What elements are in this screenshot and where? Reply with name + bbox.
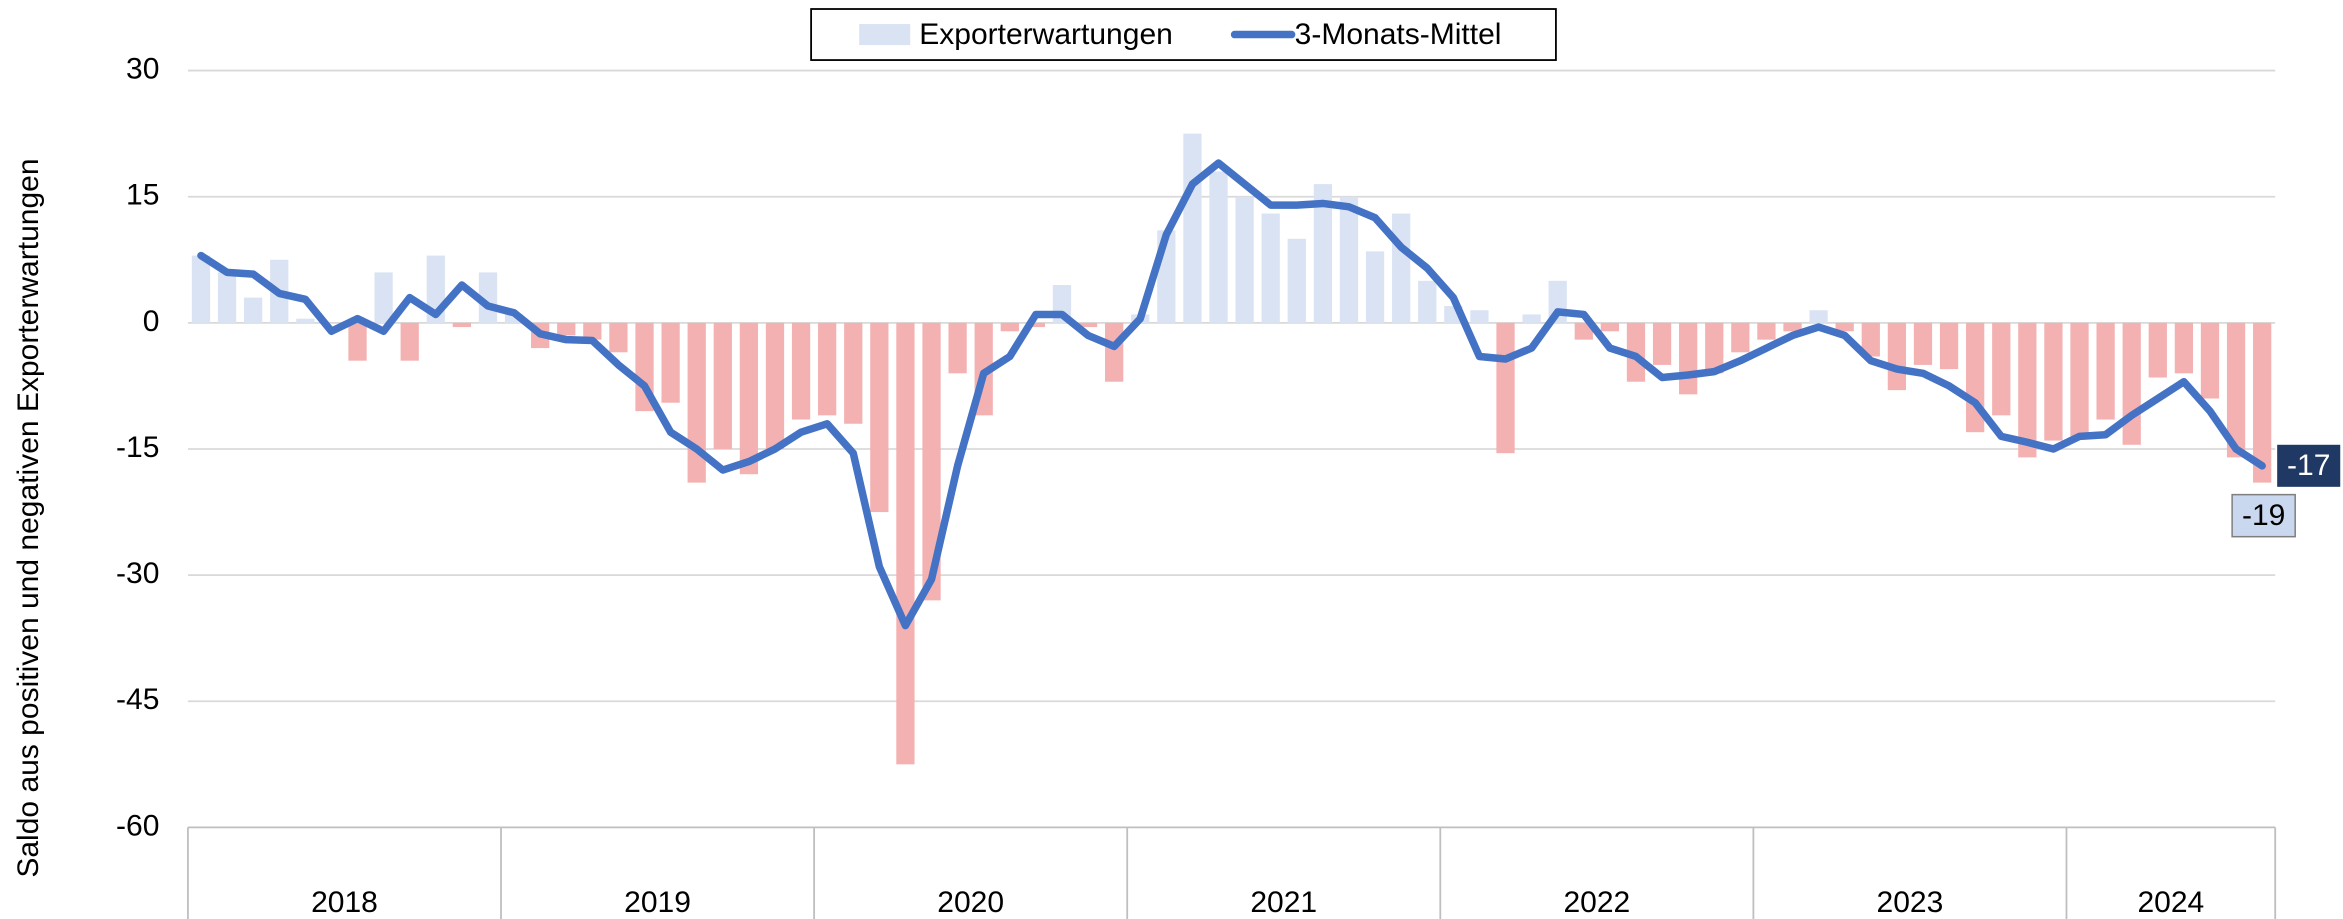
bar	[1000, 322, 1019, 332]
bar	[1679, 322, 1698, 395]
bar	[2148, 322, 2167, 378]
bar	[1365, 251, 1385, 323]
x-group-label: 2020	[937, 886, 1004, 919]
bar	[452, 322, 472, 328]
bar	[244, 297, 263, 323]
bar	[1026, 322, 1046, 328]
value-label-box	[2277, 444, 2341, 487]
bar	[1392, 213, 1411, 323]
bar	[557, 322, 576, 336]
x-group-label: 2022	[1563, 886, 1630, 919]
bar	[2253, 322, 2272, 483]
y-tick-label: -30	[116, 557, 159, 590]
legend-label: Exporterwartungen	[919, 18, 1173, 51]
bar	[818, 322, 837, 416]
x-group-label: 2024	[2137, 886, 2204, 919]
bar	[1261, 213, 1280, 323]
bar	[1887, 322, 1907, 391]
bar	[1861, 322, 1880, 357]
y-tick-label: 0	[143, 305, 160, 338]
x-group-label: 2019	[624, 886, 691, 919]
bar	[1757, 322, 1776, 340]
y-tick-label: 30	[126, 53, 159, 86]
bar	[1835, 322, 1854, 332]
bar	[374, 272, 393, 323]
bar	[1209, 171, 1228, 323]
bar	[1705, 322, 1724, 374]
value-label: -17	[2287, 449, 2330, 482]
value-label: -19	[2242, 499, 2285, 532]
y-tick-label: -45	[116, 683, 159, 716]
bar	[2096, 322, 2115, 420]
bar	[348, 322, 367, 361]
bar	[1652, 322, 1672, 365]
y-tick-label: -15	[116, 431, 159, 464]
bar	[1913, 322, 1933, 365]
bar	[2200, 322, 2220, 399]
y-tick-label: -60	[116, 809, 159, 842]
legend-label: 3-Monats-Mittel	[1295, 18, 1502, 51]
bar	[948, 322, 967, 374]
bar	[2070, 322, 2089, 437]
bar	[661, 322, 680, 403]
bar	[844, 322, 863, 424]
x-group-label: 2018	[311, 886, 378, 919]
bar	[191, 255, 211, 323]
value-label-box	[2231, 493, 2296, 538]
bar	[400, 322, 419, 361]
bar	[2226, 322, 2246, 458]
bar	[1939, 322, 1959, 370]
x-group-label: 2021	[1250, 886, 1317, 919]
x-group-label: 2023	[1877, 886, 1944, 919]
bar	[739, 322, 759, 475]
bar	[1470, 310, 1489, 323]
bar	[1600, 322, 1620, 332]
bar	[896, 322, 915, 765]
bar	[1287, 238, 1306, 323]
line	[197, 159, 2266, 630]
bar	[791, 322, 811, 420]
y-axis-title: Saldo aus positiven und negativen Export…	[12, 158, 45, 877]
legend-swatch	[859, 24, 911, 46]
bar	[1992, 322, 2011, 416]
bar	[296, 318, 315, 323]
bar	[609, 322, 628, 353]
bar	[1809, 310, 1828, 323]
bar	[765, 322, 785, 449]
y-tick-label: 15	[126, 179, 159, 212]
bar	[1496, 322, 1515, 454]
bar	[1626, 322, 1646, 382]
bar	[1418, 280, 1437, 323]
bar	[870, 322, 889, 513]
bar	[1235, 196, 1254, 323]
legend	[810, 8, 1557, 61]
bar	[713, 322, 732, 449]
bar	[217, 272, 237, 323]
bar	[2044, 322, 2063, 441]
bar	[583, 322, 602, 340]
bar	[1339, 196, 1359, 323]
bar	[1731, 322, 1750, 353]
bar	[504, 314, 524, 323]
bar	[1783, 322, 1802, 332]
bar	[2018, 322, 2037, 458]
bar	[1574, 322, 1593, 340]
bar	[1078, 322, 1098, 328]
bar	[2122, 322, 2141, 445]
bar	[2174, 322, 2194, 374]
bar	[1522, 314, 1541, 323]
bar	[1105, 322, 1124, 382]
bar	[1313, 184, 1333, 323]
bar	[1183, 133, 1202, 323]
bar	[922, 322, 941, 601]
